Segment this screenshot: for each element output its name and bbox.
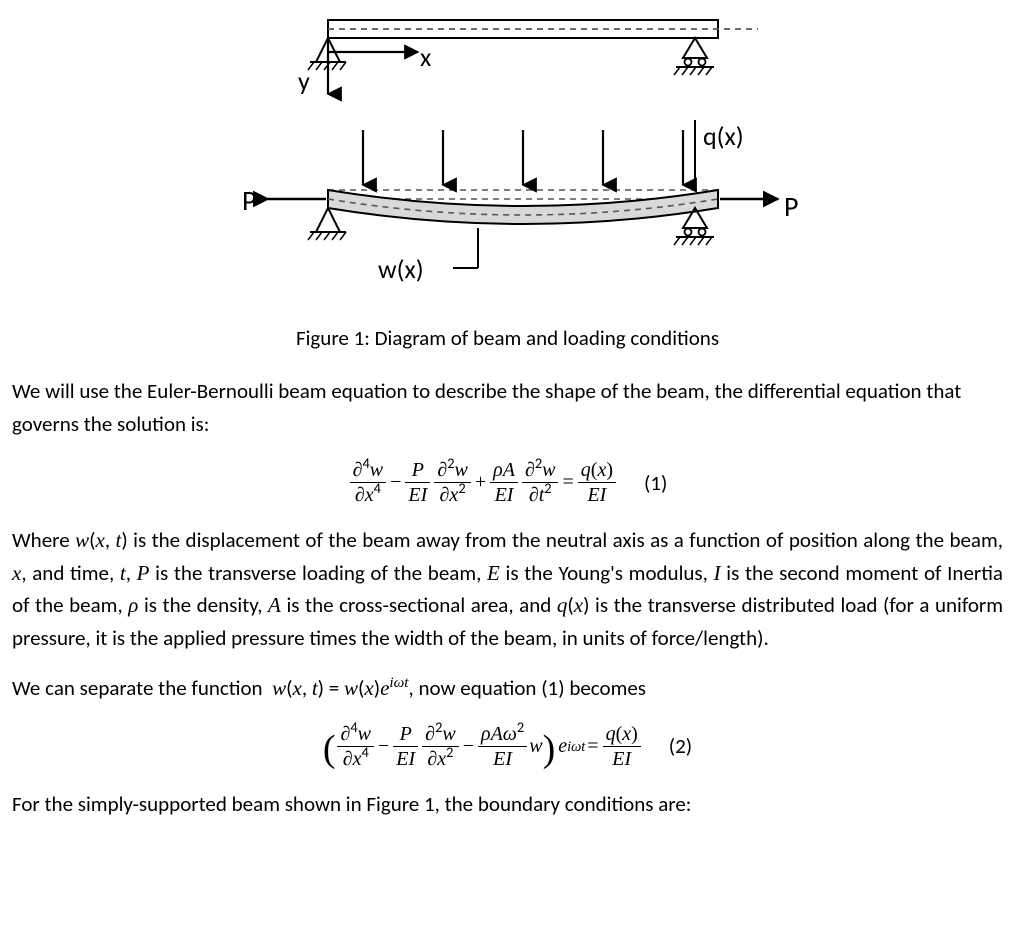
explanation-paragraph: Where w(x, t) is the displacement of the… (12, 524, 1003, 654)
separation-paragraph: We can separate the function w(x, t) = w… (12, 672, 1003, 705)
eq2-number: (2) (669, 733, 692, 759)
p-left-label: P (242, 183, 256, 218)
top-beam-group: x y (298, 20, 758, 97)
figure-1: x y q(x) (12, 10, 1003, 315)
eq1-number: (1) (644, 470, 667, 496)
w-label: w(x) (378, 253, 424, 285)
final-paragraph: For the simply-supported beam shown in F… (12, 788, 1003, 821)
equation-2: ( ∂4w∂x4 − PEI ∂2w∂x2 − ρAω2EI w ) eiωt … (12, 723, 1003, 770)
beam-diagram-svg: x y q(x) (198, 10, 818, 310)
x-axis-label: x (420, 41, 431, 73)
y-axis-label: y (298, 65, 310, 97)
p-right-label: P (784, 189, 798, 224)
q-label: q(x) (703, 120, 744, 152)
intro-paragraph: We will use the Euler-Bernoulli beam equ… (12, 375, 1003, 440)
figure-caption: Figure 1: Diagram of beam and loading co… (12, 325, 1003, 351)
bottom-beam-group: q(x) P P (242, 120, 798, 285)
equation-1: ∂4w∂x4 − PEI ∂2w∂x2 + ρAEI ∂2w∂t2 = q(x)… (12, 458, 1003, 506)
